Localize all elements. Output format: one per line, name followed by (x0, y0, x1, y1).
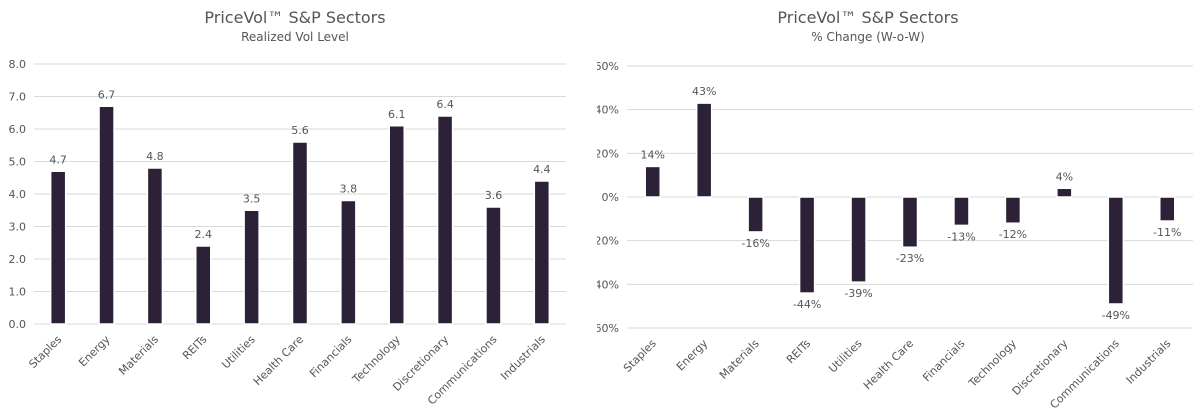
bar (291, 141, 309, 325)
y-tick-label: 7.0 (9, 91, 27, 104)
bar (533, 180, 551, 325)
category-label: Materials (116, 333, 161, 378)
y-tick-label: 1.0 (9, 286, 27, 299)
bar (195, 245, 212, 325)
y-tick-label: 4.0 (9, 188, 27, 201)
bar (953, 196, 970, 227)
pct-change-chart: PriceVol™ S&P Sectors % Change (W-o-W) -… (597, 8, 1193, 411)
data-label: -39% (844, 287, 872, 300)
data-label: -12% (999, 228, 1027, 241)
category-label: Staples (621, 337, 659, 375)
chart-subtitle: % Change (W-o-W) (811, 30, 925, 44)
bar (1004, 196, 1022, 224)
bar (98, 105, 115, 325)
category-label: Technology (966, 337, 1020, 391)
chart-title: PriceVol™ S&P Sectors (777, 8, 958, 27)
y-tick-label: -20% (597, 235, 619, 248)
data-label: 14% (641, 148, 665, 161)
data-label: -16% (741, 237, 769, 250)
bar (485, 206, 502, 325)
bar (747, 196, 764, 233)
category-label: REITs (180, 333, 210, 363)
category-label: Materials (717, 337, 762, 382)
bar (388, 125, 405, 325)
bar (146, 167, 164, 325)
bar (695, 102, 713, 198)
data-label: -49% (1102, 309, 1130, 322)
category-label: Technology (349, 333, 403, 387)
category-label: Financials (920, 337, 967, 384)
category-label: Industrials (1124, 337, 1174, 387)
bar (644, 165, 661, 198)
y-tick-label: 5.0 (9, 156, 27, 169)
bar (1056, 187, 1073, 198)
data-label: -44% (793, 298, 821, 311)
data-label: 3.6 (485, 189, 503, 202)
y-tick-label: 0% (602, 191, 619, 204)
y-tick-label: 8.0 (9, 58, 27, 71)
category-label: REITs (784, 337, 814, 367)
category-label: Health Care (861, 337, 916, 392)
data-label: 6.4 (436, 98, 454, 111)
bar (243, 209, 260, 325)
data-label: 4.4 (533, 163, 551, 176)
category-label: Financials (307, 333, 354, 380)
bar (850, 196, 867, 283)
y-tick-label: 6.0 (9, 123, 27, 136)
bar (340, 199, 357, 325)
data-label: 3.5 (243, 192, 261, 205)
data-label: 2.4 (195, 228, 213, 241)
category-label: Utilities (826, 337, 865, 376)
y-tick-label: 0.0 (9, 318, 27, 331)
data-label: 4.7 (49, 153, 67, 166)
data-label: 5.6 (291, 124, 309, 137)
category-label: Utilities (219, 333, 258, 372)
chart-title: PriceVol™ S&P Sectors (204, 8, 385, 27)
y-tick-label: -60% (597, 322, 619, 335)
y-tick-label: 20% (597, 147, 619, 160)
plot-area: -60% -40% -20% 0% 20% 40% 60% 14% Staples 43% Ener… (597, 60, 1193, 411)
data-label: -11% (1153, 226, 1181, 239)
y-tick-label: 2.0 (9, 253, 27, 266)
category-label: Health Care (251, 333, 306, 388)
bar (798, 196, 816, 294)
plot-area: 0.0 1.0 2.0 3.0 4.0 5.0 6.0 7.0 8.0 4.7 Staples 6.7… (9, 58, 566, 407)
bar (436, 115, 454, 325)
chart-subtitle: Realized Vol Level (241, 30, 349, 44)
data-label: 4% (1056, 170, 1073, 183)
category-label: Industrials (498, 333, 548, 383)
category-label: Energy (76, 333, 113, 370)
data-label: 4.8 (146, 150, 164, 163)
bar (1159, 196, 1176, 222)
category-label: Energy (674, 337, 711, 374)
data-label: -13% (947, 230, 975, 243)
y-tick-label: 3.0 (9, 221, 27, 234)
realized-vol-chart: PriceVol™ S&P Sectors Realized Vol Level… (9, 8, 566, 407)
category-label: Staples (26, 333, 64, 371)
data-label: 43% (692, 85, 716, 98)
y-tick-label: 60% (597, 60, 619, 73)
data-label: 6.1 (388, 108, 406, 121)
data-label: -23% (896, 252, 924, 265)
y-tick-label: 40% (597, 104, 619, 117)
data-label: 3.8 (340, 183, 358, 196)
bar (901, 196, 919, 248)
y-tick-label: -40% (597, 278, 619, 291)
data-label: 6.7 (98, 88, 116, 101)
bar (1107, 196, 1125, 305)
bar (49, 170, 67, 325)
